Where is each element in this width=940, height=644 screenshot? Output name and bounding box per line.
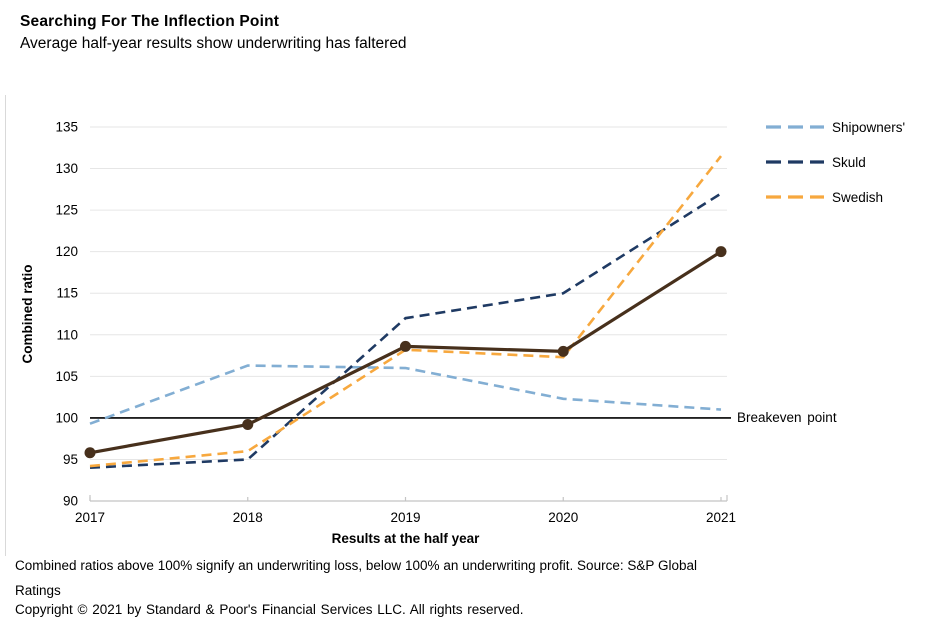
x-tick-label: 2019 [390,510,420,525]
average-point-marker [557,345,569,357]
legend-label: Skuld [832,154,866,170]
x-tick-label: 2021 [706,510,736,525]
y-tick-label: 110 [56,327,78,342]
y-tick-label: 95 [63,452,78,467]
copyright-text: Copyright © 2021 by Standard & Poor's Fi… [15,602,524,617]
chart-title: Searching For The Inflection Point [20,13,280,30]
skuld-line [89,192,722,470]
y-tick-label: 115 [56,286,78,301]
x-tick-label: 2017 [75,510,105,525]
legend-item-shipowners-: Shipowners' [766,117,936,137]
y-axis-title: Combined ratio [20,264,35,363]
breakeven-point-label: Breakeven point [737,410,837,425]
x-axis-title: Results at the half year [332,531,481,546]
shipowners--line [89,364,722,425]
legend-dash-swatch [766,125,824,129]
average-point-marker [242,419,254,431]
legend: Shipowners' Skuld Swedish [766,117,936,222]
legend-dash-swatch [766,195,824,199]
x-tick-label: 2020 [548,510,578,525]
y-tick-label: 105 [55,369,78,384]
legend-label: Swedish [832,189,884,205]
y-tick-label: 130 [55,161,78,176]
figure-left-border [5,95,6,556]
legend-item-skuld: Skuld [766,152,936,172]
chart-subtitle: Average half-year results show underwrit… [20,35,407,52]
average-point-marker [715,246,727,258]
x-tick-label: 2018 [233,510,263,525]
y-tick-label: 120 [55,244,78,259]
y-tick-label: 125 [55,203,78,218]
legend-dash-swatch [766,160,824,164]
average-point-marker [84,447,96,459]
y-tick-label: 100 [55,410,78,425]
y-tick-label: 135 [55,120,78,135]
source-footnote: Combined ratios above 100% signify an un… [15,558,697,598]
legend-label: Shipowners' [832,119,906,135]
y-tick-label: 90 [63,494,78,509]
average-line [89,250,722,455]
average-point-marker [400,340,411,352]
legend-item-swedish: Swedish [766,187,936,207]
